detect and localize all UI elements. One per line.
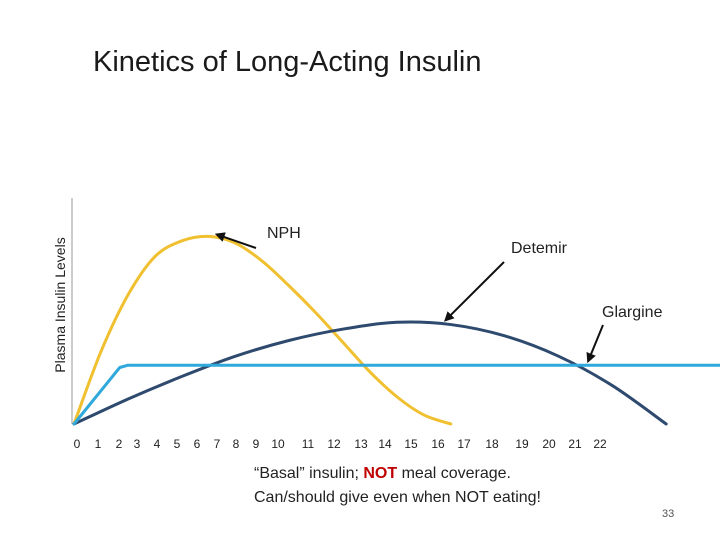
page-number: 33 xyxy=(662,508,675,520)
x-tick-label: 19 xyxy=(515,437,529,451)
annotation-label-glargine: Glargine xyxy=(602,304,663,321)
x-tick-label: 20 xyxy=(542,437,556,451)
x-tick-label: 14 xyxy=(378,437,392,451)
x-tick-label: 10 xyxy=(271,437,285,451)
annotation-label-detemir: Detemir xyxy=(511,240,568,257)
x-tick-label: 4 xyxy=(154,437,161,451)
x-tick-label: 3 xyxy=(134,437,141,451)
series-line-glargine xyxy=(72,363,720,426)
x-tick-label: 15 xyxy=(404,437,418,451)
x-tick-label: 17 xyxy=(457,437,471,451)
slide-title: Kinetics of Long-Acting Insulin xyxy=(93,46,482,78)
caption-highlight: NOT xyxy=(363,465,398,482)
caption-prefix: “Basal” insulin; xyxy=(254,465,364,482)
x-tick-label: 18 xyxy=(485,437,499,451)
x-tick-label: 1 xyxy=(95,437,102,451)
x-tick-label: 7 xyxy=(214,437,221,451)
x-tick-label: 9 xyxy=(253,437,260,451)
annotation-arrow-glargine xyxy=(586,324,604,364)
x-tick-label: 13 xyxy=(354,437,368,451)
caption-line-1: “Basal” insulin; NOT meal coverage. xyxy=(254,462,541,486)
caption-line-2: Can/should give even when NOT eating! xyxy=(254,489,541,506)
x-tick-label: 12 xyxy=(327,437,341,451)
annotation-label-nph: NPH xyxy=(267,225,301,242)
x-tick-label: 21 xyxy=(568,437,582,451)
annotation-arrow-detemir xyxy=(444,261,505,322)
series-line-detemir xyxy=(72,320,668,426)
annotation-arrow-nph xyxy=(214,232,257,249)
x-tick-label: 6 xyxy=(194,437,201,451)
series-line-nph xyxy=(72,234,453,426)
x-tick-label: 2 xyxy=(116,437,123,451)
x-tick-label: 16 xyxy=(431,437,445,451)
x-tick-label: 5 xyxy=(174,437,181,451)
x-tick-label: 8 xyxy=(233,437,240,451)
caption: “Basal” insulin; NOT meal coverage. Can/… xyxy=(254,462,541,510)
caption-suffix: meal coverage. xyxy=(397,465,511,482)
x-tick-label: 0 xyxy=(74,437,81,451)
x-tick-label: 11 xyxy=(302,437,315,451)
x-tick-label: 22 xyxy=(593,437,607,451)
